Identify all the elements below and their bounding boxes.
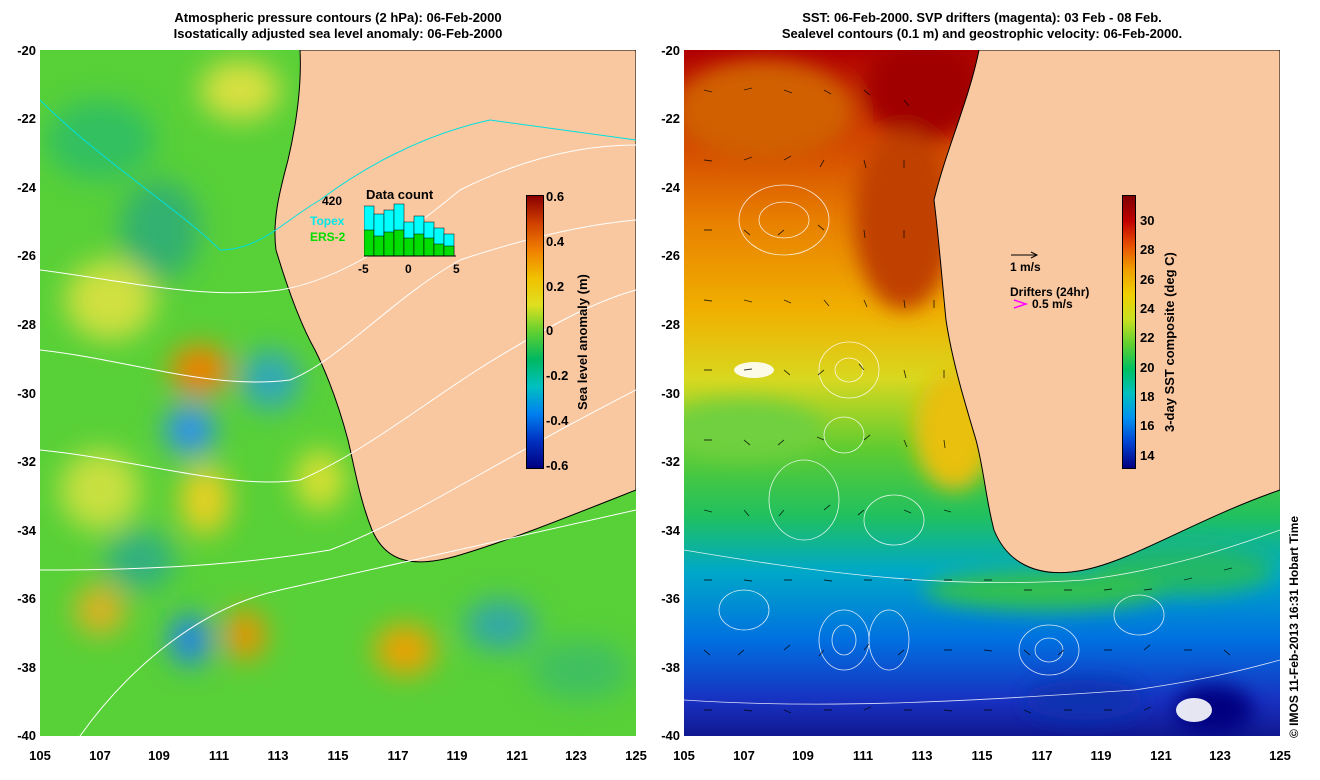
sla-cbar-tick: 0.2 [546,279,565,294]
drifter-arrow-icon [1013,299,1028,309]
drifter-speed-label: 0.5 m/s [1032,297,1073,311]
sea-level-colorbar-title: Sea level anomaly (m) [575,274,590,410]
right-xtick: 109 [792,748,814,763]
right-ytick: -26 [661,248,680,263]
inset-legend-topex: Topex [310,214,345,228]
left-xtick: 117 [387,748,409,763]
inset-xtick: 0 [405,262,412,276]
sla-cbar-tick: -0.4 [546,413,569,428]
left-xtick: 115 [327,748,349,763]
drifters-label: Drifters (24hr) [1010,285,1090,299]
right-title-line1: SST: 06-Feb-2000. SVP drifters (magenta)… [802,10,1162,25]
sst-cbar-tick: 28 [1140,242,1155,257]
right-xtick: 111 [852,748,874,763]
right-xtick: 105 [673,748,695,763]
inset-legend-ers2: ERS-2 [310,230,346,244]
right-xtick: 117 [1031,748,1053,763]
right-xtick: 121 [1150,748,1172,763]
right-ytick: -40 [661,728,680,743]
sst-colorbar [1122,195,1136,469]
left-ytick: -22 [17,111,36,126]
right-xtick: 123 [1209,748,1231,763]
right-ytick: -30 [661,386,680,401]
left-ytick: -40 [17,728,36,743]
inset-title: Data count [366,187,434,202]
right-ytick: -32 [661,454,680,469]
sea-level-anomaly-map [40,50,636,736]
sla-cbar-tick: 0.4 [546,234,565,249]
right-title: SST: 06-Feb-2000. SVP drifters (magenta)… [684,10,1280,42]
left-xtick: 109 [148,748,170,763]
sst-cbar-tick: 24 [1140,301,1155,316]
left-xtick: 119 [446,748,468,763]
sst-cbar-tick: 16 [1140,418,1155,433]
left-ytick: -32 [17,454,36,469]
credit-text: © IMOS 11-Feb-2013 16:31 Hobart Time [1287,515,1301,738]
sea-level-colorbar [526,195,544,469]
left-xtick: 121 [506,748,528,763]
right-xtick: 107 [733,748,755,763]
right-ytick: -34 [661,523,680,538]
velocity-scale-arrow-icon [1011,251,1039,259]
left-title: Atmospheric pressure contours (2 hPa): 0… [40,10,636,42]
left-ytick: -30 [17,386,36,401]
right-ytick: -20 [661,43,680,58]
inset-xtick: 5 [453,262,460,276]
sst-cbar-tick: 26 [1140,272,1155,287]
left-xtick: 125 [625,748,647,763]
left-xtick: 113 [267,748,289,763]
sst-cbar-tick: 14 [1140,448,1155,463]
velocity-scale-label: 1 m/s [1010,260,1041,274]
left-ytick: -38 [17,660,36,675]
sla-cbar-tick: -0.2 [546,368,569,383]
sla-cbar-tick: 0.6 [546,189,565,204]
left-xtick: 123 [565,748,587,763]
left-ytick: -36 [17,591,36,606]
left-ytick: -34 [17,523,36,538]
left-title-line1: Atmospheric pressure contours (2 hPa): 0… [174,10,502,25]
sst-cbar-tick: 18 [1140,389,1155,404]
left-title-line2: Isostatically adjusted sea level anomaly… [173,26,503,41]
sst-cbar-tick: 20 [1140,360,1155,375]
right-ytick: -24 [661,180,680,195]
right-ytick: -36 [661,591,680,606]
right-xtick: 115 [971,748,993,763]
sst-map [684,50,1280,736]
left-xtick: 105 [29,748,51,763]
left-xtick: 111 [208,748,230,763]
left-ytick: -26 [17,248,36,263]
inset-ymax: 420 [322,194,343,208]
inset-histogram [364,203,456,257]
right-xtick: 113 [911,748,933,763]
left-ytick: -24 [17,180,36,195]
right-ytick: -22 [661,111,680,126]
sla-cbar-tick: -0.6 [546,458,569,473]
sst-cbar-tick: 30 [1140,213,1155,228]
left-xtick: 107 [89,748,111,763]
left-ytick: -20 [17,43,36,58]
right-ytick: -28 [661,317,680,332]
inset-xtick: -5 [358,262,369,276]
right-title-line2: Sealevel contours (0.1 m) and geostrophi… [781,26,1183,41]
right-ytick: -38 [661,660,680,675]
sst-colorbar-title: 3-day SST composite (deg C) [1162,252,1177,432]
left-ytick: -28 [17,317,36,332]
sla-cbar-tick: 0 [546,323,554,338]
sst-cbar-tick: 22 [1140,330,1155,345]
right-xtick: 119 [1090,748,1112,763]
right-xtick: 125 [1269,748,1291,763]
